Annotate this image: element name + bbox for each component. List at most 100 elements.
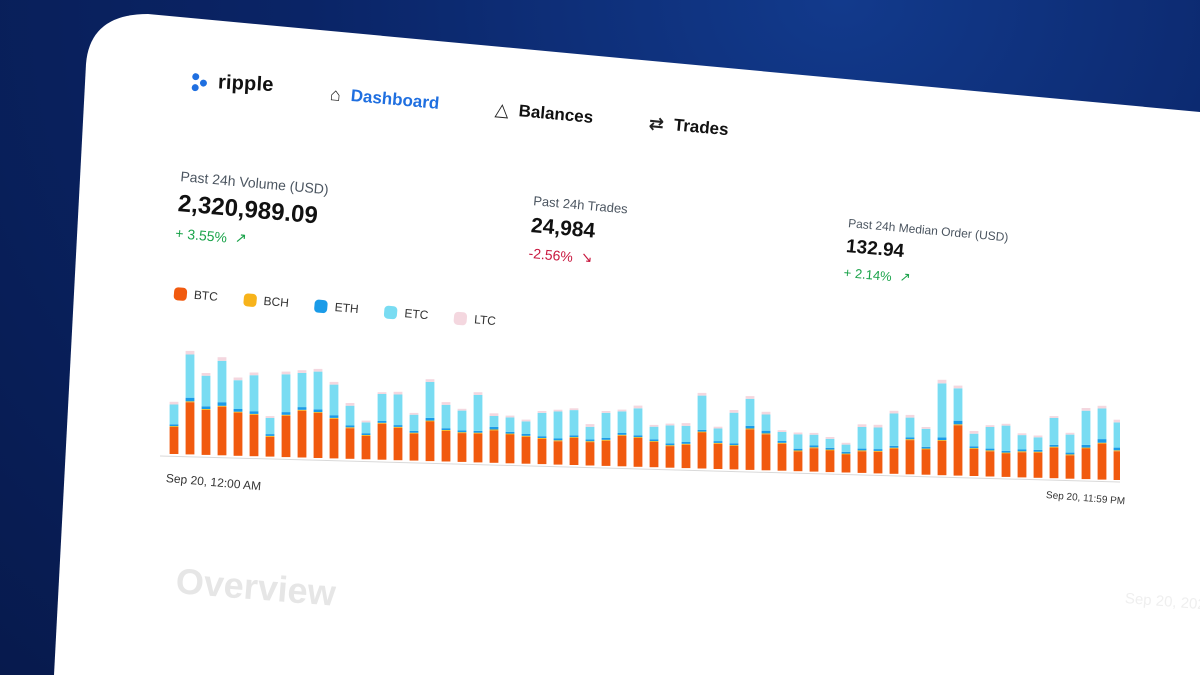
bar-segment-ltc[interactable] bbox=[1065, 432, 1075, 435]
bar-segment-btc[interactable] bbox=[313, 413, 323, 458]
bar-segment-bch[interactable] bbox=[313, 412, 323, 413]
bar-segment-eth[interactable] bbox=[1065, 452, 1075, 455]
bar-segment-etc[interactable] bbox=[665, 425, 675, 444]
bar-segment-bch[interactable] bbox=[1065, 454, 1075, 456]
bar-segment-ltc[interactable] bbox=[505, 415, 515, 418]
bar-segment-etc[interactable] bbox=[761, 414, 771, 431]
bar-segment-etc[interactable] bbox=[681, 425, 691, 442]
bar-segment-btc[interactable] bbox=[601, 440, 611, 466]
bar-segment-btc[interactable] bbox=[969, 449, 979, 476]
bar-segment-bch[interactable] bbox=[905, 439, 915, 441]
bar-segment-ltc[interactable] bbox=[809, 432, 819, 435]
bar-segment-bch[interactable] bbox=[777, 442, 787, 444]
bar-segment-etc[interactable] bbox=[201, 375, 211, 407]
bar-segment-bch[interactable] bbox=[441, 430, 451, 431]
bar-segment-eth[interactable] bbox=[393, 425, 403, 427]
bar-segment-ltc[interactable] bbox=[249, 372, 259, 376]
bar-segment-btc[interactable] bbox=[521, 436, 531, 464]
bar-segment-etc[interactable] bbox=[793, 434, 803, 449]
bar-segment-eth[interactable] bbox=[473, 430, 483, 433]
bar-segment-btc[interactable] bbox=[345, 428, 355, 459]
bar-segment-etc[interactable] bbox=[169, 404, 179, 425]
ripple-logo[interactable]: ripple bbox=[191, 70, 274, 97]
bar-segment-ltc[interactable] bbox=[953, 385, 963, 389]
bar-segment-etc[interactable] bbox=[1097, 408, 1107, 440]
bar-segment-bch[interactable] bbox=[793, 450, 803, 452]
bar-segment-btc[interactable] bbox=[697, 432, 707, 469]
bar-segment-bch[interactable] bbox=[601, 439, 611, 441]
bar-segment-bch[interactable] bbox=[761, 433, 771, 435]
bar-segment-ltc[interactable] bbox=[265, 416, 275, 418]
bar-segment-bch[interactable] bbox=[217, 405, 227, 407]
bar-segment-btc[interactable] bbox=[473, 433, 483, 463]
bar-segment-bch[interactable] bbox=[633, 437, 643, 438]
bar-segment-etc[interactable] bbox=[537, 412, 547, 437]
bar-segment-eth[interactable] bbox=[777, 441, 787, 443]
bar-segment-btc[interactable] bbox=[761, 434, 771, 471]
bar-segment-btc[interactable] bbox=[953, 425, 963, 476]
bar-segment-etc[interactable] bbox=[825, 438, 835, 448]
bar-segment-eth[interactable] bbox=[697, 429, 707, 432]
bar-segment-btc[interactable] bbox=[441, 430, 451, 462]
bar-segment-etc[interactable] bbox=[569, 410, 579, 436]
bar-segment-ltc[interactable] bbox=[1097, 405, 1107, 409]
bar-segment-bch[interactable] bbox=[841, 453, 851, 455]
bar-segment-etc[interactable] bbox=[745, 398, 755, 426]
bar-segment-etc[interactable] bbox=[313, 371, 323, 410]
bar-segment-etc[interactable] bbox=[473, 394, 483, 431]
bar-segment-eth[interactable] bbox=[313, 409, 323, 413]
bar-segment-eth[interactable] bbox=[889, 445, 899, 448]
bar-segment-ltc[interactable] bbox=[537, 411, 547, 413]
bar-segment-bch[interactable] bbox=[505, 433, 515, 435]
bar-segment-btc[interactable] bbox=[1033, 452, 1043, 478]
bar-segment-ltc[interactable] bbox=[857, 424, 867, 427]
bar-segment-etc[interactable] bbox=[505, 417, 515, 432]
bar-segment-etc[interactable] bbox=[329, 384, 339, 416]
bar-segment-etc[interactable] bbox=[553, 411, 563, 439]
bar-segment-bch[interactable] bbox=[1001, 452, 1011, 454]
bar-segment-eth[interactable] bbox=[1097, 439, 1107, 443]
bar-segment-etc[interactable] bbox=[697, 395, 707, 430]
bar-segment-ltc[interactable] bbox=[233, 377, 243, 381]
bar-segment-btc[interactable] bbox=[537, 438, 547, 465]
bar-segment-eth[interactable] bbox=[569, 435, 579, 438]
bar-segment-ltc[interactable] bbox=[1049, 416, 1059, 418]
bar-segment-eth[interactable] bbox=[681, 442, 691, 444]
bar-segment-etc[interactable] bbox=[249, 375, 259, 412]
bar-segment-eth[interactable] bbox=[969, 446, 979, 449]
bar-segment-btc[interactable] bbox=[185, 402, 195, 455]
bar-segment-btc[interactable] bbox=[633, 438, 643, 467]
bar-segment-eth[interactable] bbox=[921, 446, 931, 449]
bar-segment-eth[interactable] bbox=[505, 431, 515, 434]
bar-segment-bch[interactable] bbox=[1049, 446, 1059, 448]
bar-segment-etc[interactable] bbox=[585, 426, 595, 440]
bar-segment-btc[interactable] bbox=[985, 451, 995, 477]
bar-segment-bch[interactable] bbox=[393, 426, 403, 428]
bar-segment-eth[interactable] bbox=[457, 430, 467, 433]
bar-segment-eth[interactable] bbox=[329, 415, 339, 418]
bar-segment-bch[interactable] bbox=[537, 438, 547, 439]
bar-segment-eth[interactable] bbox=[649, 439, 659, 442]
bar-segment-eth[interactable] bbox=[169, 424, 179, 427]
bar-segment-btc[interactable] bbox=[1113, 451, 1120, 480]
bar-segment-btc[interactable] bbox=[1017, 452, 1027, 478]
bar-segment-etc[interactable] bbox=[217, 360, 227, 403]
bar-segment-ltc[interactable] bbox=[665, 423, 675, 426]
bar-segment-ltc[interactable] bbox=[1017, 433, 1027, 436]
bar-segment-btc[interactable] bbox=[329, 418, 339, 459]
bar-segment-eth[interactable] bbox=[249, 411, 259, 414]
bar-segment-ltc[interactable] bbox=[825, 437, 835, 439]
bar-segment-ltc[interactable] bbox=[361, 420, 371, 423]
bar-segment-eth[interactable] bbox=[489, 426, 499, 430]
bar-segment-eth[interactable] bbox=[873, 449, 883, 451]
bar-segment-bch[interactable] bbox=[1097, 442, 1107, 444]
bar-segment-eth[interactable] bbox=[665, 443, 675, 446]
bar-segment-bch[interactable] bbox=[233, 411, 243, 413]
bar-segment-etc[interactable] bbox=[281, 374, 291, 413]
bar-segment-eth[interactable] bbox=[409, 430, 419, 433]
bar-segment-ltc[interactable] bbox=[569, 408, 579, 411]
bar-segment-ltc[interactable] bbox=[985, 425, 995, 427]
bar-segment-ltc[interactable] bbox=[489, 413, 499, 416]
bar-segment-bch[interactable] bbox=[681, 443, 691, 445]
bar-segment-btc[interactable] bbox=[841, 454, 851, 473]
